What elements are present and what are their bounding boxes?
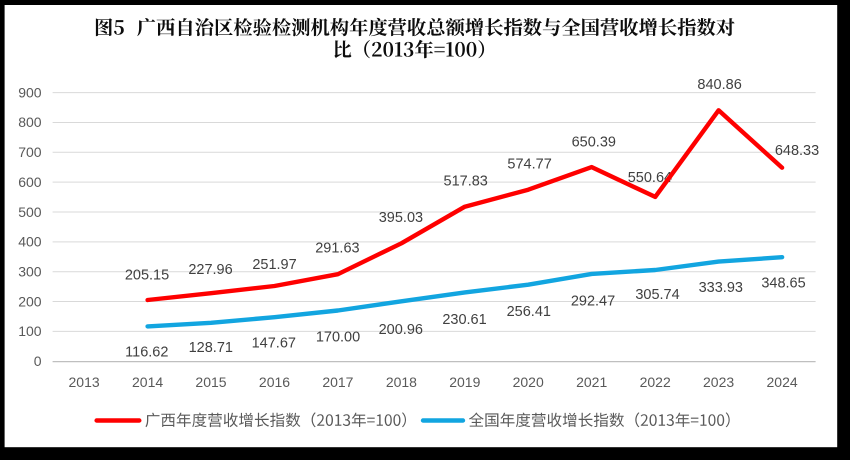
svg-text:147.67: 147.67 (252, 336, 296, 352)
svg-text:2020: 2020 (513, 374, 544, 390)
svg-text:2019: 2019 (449, 374, 480, 390)
svg-text:291.63: 291.63 (315, 241, 359, 257)
svg-text:2021: 2021 (576, 374, 607, 390)
svg-text:227.96: 227.96 (188, 262, 232, 278)
svg-text:292.47: 292.47 (571, 294, 615, 310)
svg-text:333.93: 333.93 (699, 280, 743, 296)
svg-text:348.65: 348.65 (761, 276, 805, 292)
svg-text:200.96: 200.96 (379, 322, 423, 338)
svg-text:700: 700 (18, 144, 42, 160)
svg-text:600: 600 (18, 174, 42, 190)
svg-text:650.39: 650.39 (572, 134, 616, 150)
svg-text:2014: 2014 (132, 374, 163, 390)
svg-text:500: 500 (18, 204, 42, 220)
svg-text:300: 300 (18, 264, 42, 280)
svg-text:2015: 2015 (195, 374, 226, 390)
svg-text:200: 200 (18, 293, 42, 309)
svg-text:2024: 2024 (767, 374, 798, 390)
svg-text:256.41: 256.41 (507, 304, 551, 320)
svg-text:400: 400 (18, 234, 42, 250)
svg-text:517.83: 517.83 (444, 174, 488, 190)
svg-text:2018: 2018 (386, 374, 417, 390)
svg-text:251.97: 251.97 (252, 257, 296, 273)
svg-text:230.61: 230.61 (442, 312, 486, 328)
svg-text:2023: 2023 (703, 374, 734, 390)
svg-text:116.62: 116.62 (125, 345, 168, 361)
svg-text:305.74: 305.74 (635, 287, 679, 303)
svg-text:648.33: 648.33 (775, 143, 819, 159)
svg-text:800: 800 (18, 114, 42, 130)
svg-text:100: 100 (18, 323, 42, 339)
svg-text:840.86: 840.86 (697, 77, 741, 93)
svg-text:2013: 2013 (69, 374, 100, 390)
svg-text:395.03: 395.03 (379, 210, 423, 226)
svg-text:2017: 2017 (322, 374, 353, 390)
svg-text:574.77: 574.77 (507, 157, 551, 173)
svg-text:2022: 2022 (640, 374, 671, 390)
svg-text:205.15: 205.15 (125, 268, 169, 284)
svg-text:2016: 2016 (259, 374, 290, 390)
svg-text:550.64: 550.64 (628, 170, 672, 186)
svg-text:900: 900 (18, 84, 42, 100)
svg-text:0: 0 (34, 353, 42, 369)
svg-text:128.71: 128.71 (189, 340, 233, 356)
svg-text:170.00: 170.00 (316, 330, 360, 346)
